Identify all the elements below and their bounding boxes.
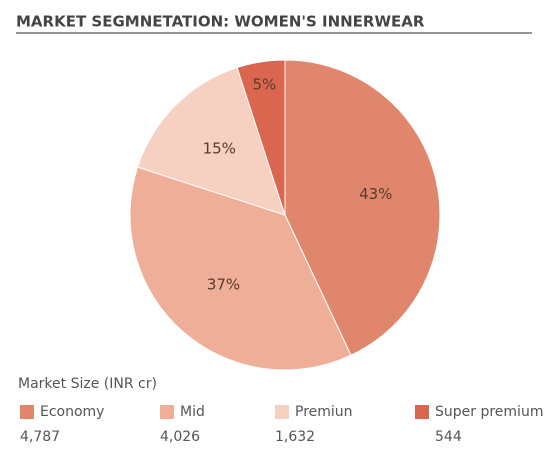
legend-swatch <box>20 405 34 419</box>
legend-label: Super premium <box>435 404 543 420</box>
pie-slice <box>236 59 286 216</box>
legend-title: Market Size (INR cr) <box>18 376 157 392</box>
legend-label: Economy <box>40 404 104 420</box>
pie-slice <box>284 59 441 356</box>
slice-label: 43% <box>359 185 392 203</box>
legend-size: 4,787 <box>20 429 60 445</box>
legend-label: Mid <box>180 404 205 420</box>
pie-slice <box>136 66 286 216</box>
legend-swatch <box>415 405 429 419</box>
chart-title: MARKET SEGMNETATION: WOMEN'S INNERWEAR <box>16 13 425 31</box>
pie-slice <box>129 166 352 371</box>
slice-label: 15% <box>203 140 236 158</box>
slice-label: 5% <box>252 75 276 93</box>
legend-size: 4,026 <box>160 429 200 445</box>
legend-size: 1,632 <box>275 429 315 445</box>
slice-label: 37% <box>207 275 240 293</box>
legend-swatch <box>160 405 174 419</box>
legend-size: 544 <box>435 429 462 445</box>
legend-swatch <box>275 405 289 419</box>
legend-label: Premiun <box>295 404 353 420</box>
